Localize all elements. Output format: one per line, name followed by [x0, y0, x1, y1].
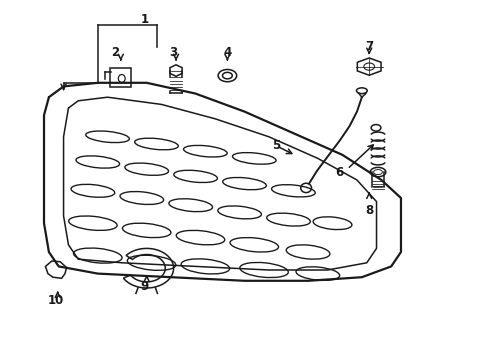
Text: 4: 4 [223, 46, 231, 59]
Text: 8: 8 [365, 204, 372, 217]
Text: 1: 1 [140, 13, 148, 26]
Text: 6: 6 [335, 166, 343, 179]
Text: 10: 10 [48, 294, 64, 307]
Text: 5: 5 [272, 139, 280, 152]
Text: 3: 3 [169, 46, 177, 59]
Text: 7: 7 [365, 40, 372, 53]
Text: 9: 9 [140, 280, 148, 293]
Text: 2: 2 [111, 46, 119, 59]
